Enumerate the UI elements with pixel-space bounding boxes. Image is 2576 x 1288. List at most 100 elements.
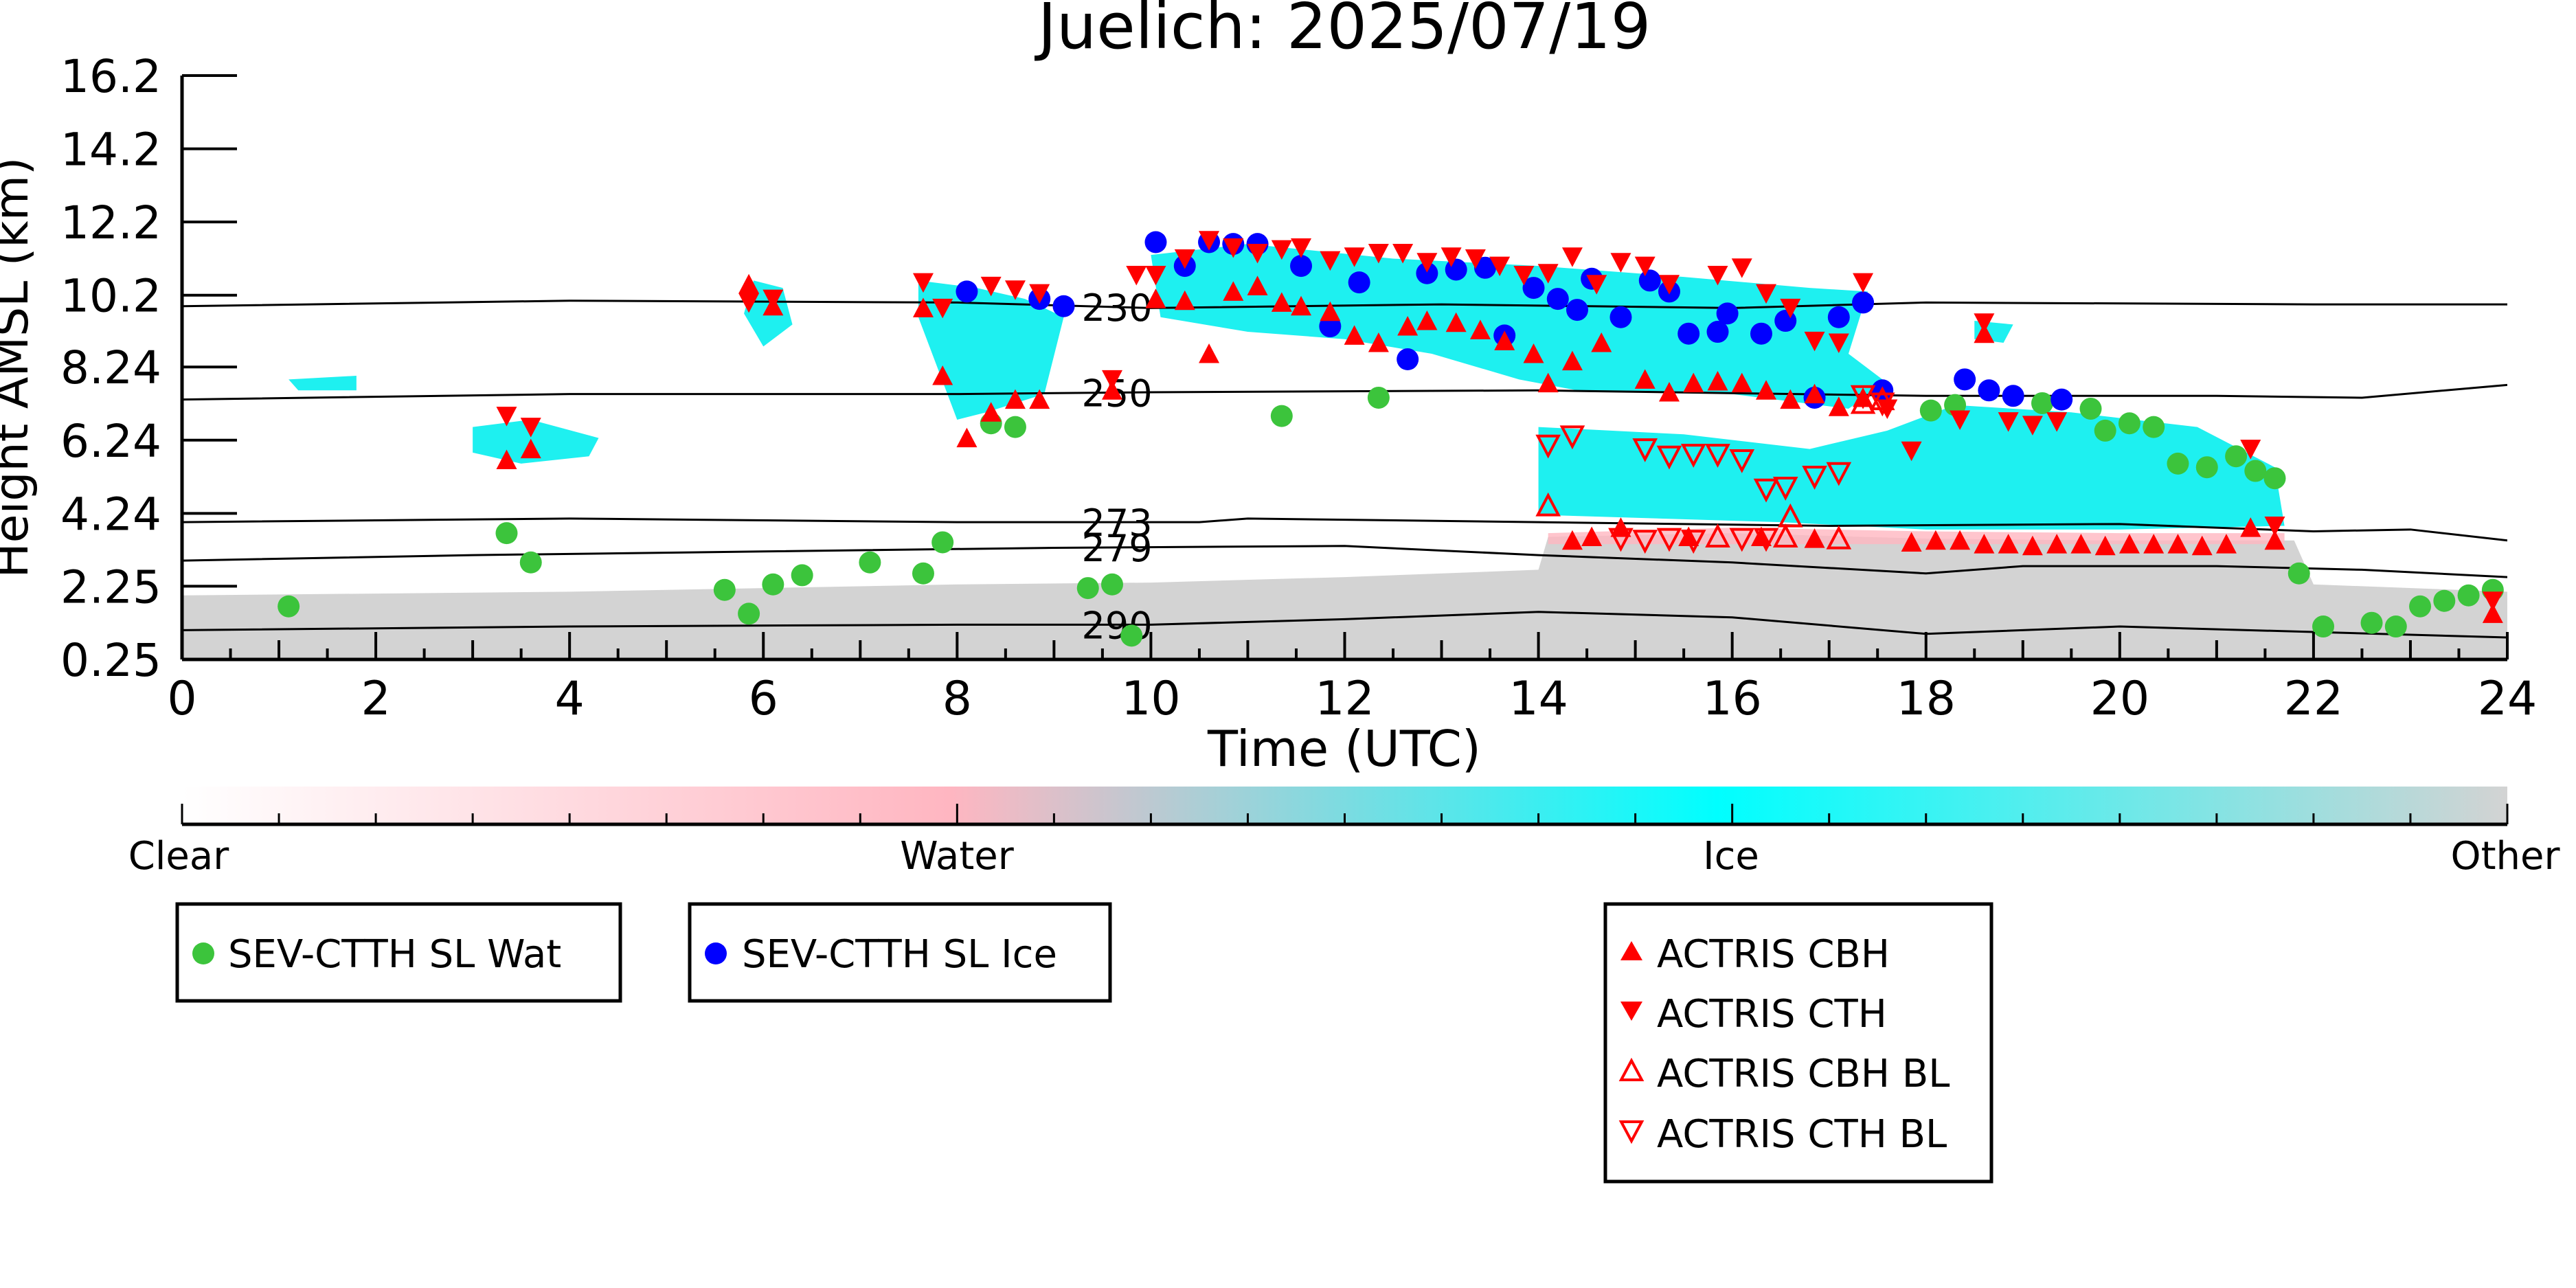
x-tick-label: 14 xyxy=(1509,672,1568,726)
x-tick-label: 12 xyxy=(1315,672,1375,726)
isotherm-line xyxy=(182,517,2507,542)
sev-wat-point xyxy=(2384,615,2407,638)
sev-ice-point xyxy=(1416,262,1438,284)
actris-cbh-point xyxy=(1804,383,1825,404)
y-axis-label: Height AMSL (km) xyxy=(0,157,39,578)
actris-cth-bl-point xyxy=(1826,462,1852,486)
actris-cbh-point xyxy=(1756,380,1777,400)
sev-ice-point xyxy=(2002,385,2024,407)
y-tick-label: 6.24 xyxy=(60,415,161,468)
legend-marker-cbh xyxy=(1620,941,1642,960)
actris-cth-point xyxy=(1029,284,1050,304)
actris-cbh-point xyxy=(1445,312,1467,332)
ice-region xyxy=(1151,244,1888,409)
x-tick-label: 0 xyxy=(167,672,196,726)
colorbar-ticks xyxy=(181,804,2509,826)
legend-box xyxy=(1603,902,1993,1184)
ice-region xyxy=(289,375,357,391)
actris-cbh-point xyxy=(1707,370,1728,391)
y-tick-label: 2.25 xyxy=(60,561,161,613)
actris-cth-point xyxy=(1440,247,1462,267)
actris-cth-point xyxy=(1102,370,1122,390)
actris-cbh-point xyxy=(1750,526,1772,546)
actris-cth-bl-point xyxy=(1705,444,1730,468)
sev-wat-point xyxy=(495,522,518,545)
sev-ice-point xyxy=(956,280,978,303)
sev-ice-point xyxy=(1348,271,1370,294)
y-tick-label: 8.24 xyxy=(60,341,161,394)
legend-marker-wat xyxy=(192,942,214,964)
y-tick-label: 12.2 xyxy=(60,196,161,249)
sev-wat-point xyxy=(1367,386,1390,409)
actris-cth-point xyxy=(520,418,541,438)
sev-ice-point xyxy=(1978,379,2000,402)
sev-wat-point xyxy=(2312,615,2335,638)
sev-wat-point xyxy=(2244,460,2267,482)
sev-ice-point xyxy=(1546,288,1569,310)
actris-cbh-bl-point xyxy=(1869,386,1895,411)
actris-cth-bl-point xyxy=(1608,528,1634,552)
actris-cth-bl-point xyxy=(1656,445,1682,470)
x-tick-label: 20 xyxy=(2090,672,2150,726)
actris-cth-point xyxy=(1853,273,1874,293)
actris-cbh-point xyxy=(2143,534,2165,554)
actris-cth-point xyxy=(2482,591,2503,611)
actris-cbh-point xyxy=(1678,526,1699,546)
actris-cbh-point xyxy=(1029,389,1050,409)
sev-wat-point xyxy=(2079,397,2102,420)
actris-cbh-point xyxy=(2070,534,2092,554)
actris-cth-point xyxy=(1537,264,1559,284)
actris-cbh-bl-point xyxy=(1705,523,1730,547)
isotherm-line xyxy=(182,300,2507,309)
actris-cth-point xyxy=(932,298,953,319)
sev-wat-point xyxy=(2225,445,2248,468)
actris-cbh-bl-point xyxy=(1850,389,1876,414)
actris-cth-point xyxy=(1974,313,1995,333)
actris-cbh-point xyxy=(1102,380,1122,400)
y-tick-label: 4.24 xyxy=(60,488,161,541)
actris-cth-point xyxy=(1320,251,1341,271)
actris-cbh-point xyxy=(1271,292,1292,312)
sev-ice-point xyxy=(1954,368,1976,391)
actris-cbh-point xyxy=(1658,381,1680,402)
sev-ice-point xyxy=(1677,322,1700,345)
actris-cbh-point xyxy=(2119,534,2140,554)
sev-wat-point xyxy=(2409,595,2432,618)
actris-cbh-point xyxy=(1368,332,1389,352)
legend-marker-ice xyxy=(705,942,727,964)
actris-cth-point xyxy=(1658,275,1680,295)
sev-wat-point xyxy=(1101,573,1123,596)
actris-cth-bl-point xyxy=(1632,438,1658,462)
sev-ice-point xyxy=(1144,231,1167,253)
actris-cth-point xyxy=(2022,416,2043,436)
actris-cbh-point xyxy=(2482,603,2503,623)
actris-cth-bl-point xyxy=(1680,444,1706,468)
actris-cbh-point xyxy=(1581,526,1603,546)
x-tick-label: 22 xyxy=(2284,672,2344,726)
actris-cbh-point xyxy=(2264,530,2285,550)
ice-region xyxy=(918,280,1064,420)
actris-cbh-point xyxy=(1828,396,1849,416)
actris-cbh-point xyxy=(912,297,934,317)
actris-cth-point xyxy=(1756,284,1777,304)
actris-cth-point xyxy=(1901,441,1922,462)
sev-wat-point xyxy=(859,551,881,574)
sev-wat-point xyxy=(2167,452,2189,475)
sev-wat-point xyxy=(278,595,300,618)
actris-cth-point xyxy=(1368,243,1389,264)
sev-wat-point xyxy=(931,531,954,554)
sev-wat-point xyxy=(519,551,542,574)
actris-cth-point xyxy=(2240,440,2261,460)
sev-ice-point xyxy=(1774,310,1797,332)
actris-cth-point xyxy=(1416,253,1438,273)
x-tick-label: 18 xyxy=(1896,672,1956,726)
actris-cbh-point xyxy=(1145,289,1166,308)
legend-actris: ACTRIS CBH ACTRIS CTH ACTRIS CBH BL ACTR… xyxy=(1603,902,1993,1184)
legend-label-cth-bl: ACTRIS CTH BL xyxy=(1657,1112,1947,1157)
actris-cth-point xyxy=(496,407,517,427)
actris-cbh-point xyxy=(2167,534,2189,554)
actris-cth-point xyxy=(1392,243,1414,264)
actris-cth-bl-point xyxy=(1680,530,1706,554)
sev-ice-point xyxy=(2050,388,2073,411)
